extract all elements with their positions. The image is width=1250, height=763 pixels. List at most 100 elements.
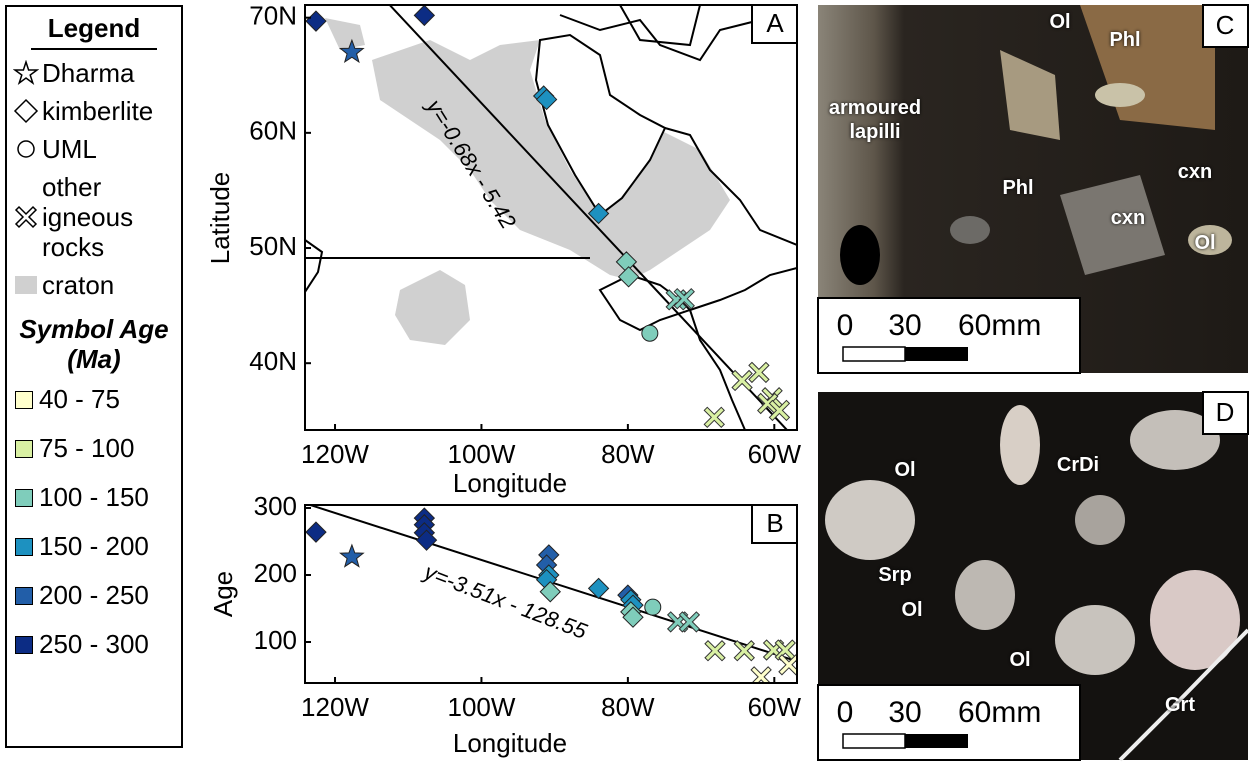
legend-item: Dharma (13, 58, 175, 88)
photo-annotation: armoured lapilli (828, 97, 922, 143)
legend-marker (13, 98, 39, 124)
age-class: 40 - 75 (15, 384, 173, 415)
cross-marker (704, 640, 726, 662)
age-swatch (15, 488, 33, 507)
x-tick-label: 60W (748, 692, 802, 722)
photo-annotation: Phl (1002, 177, 1034, 199)
legend-item: craton (13, 270, 175, 300)
cross-marker (778, 654, 797, 676)
age-swatch (15, 586, 33, 605)
x-tick-label: 60W (748, 439, 802, 469)
diamond-marker (305, 521, 327, 543)
legend-label: craton (42, 270, 115, 300)
age-class: 200 - 250 (15, 580, 173, 611)
photo-annotation: Grt (1165, 694, 1195, 716)
panel-label-box (751, 504, 798, 544)
photo-annotation: cxn (1110, 207, 1146, 229)
photo-annotation: Ol (901, 599, 923, 621)
legend-marker (15, 276, 37, 294)
cross-marker (750, 666, 772, 683)
y-axis-label: Age (208, 571, 238, 617)
panel-label-box (1202, 4, 1249, 48)
panel-label: D (1216, 397, 1235, 427)
y-tick-label: 50N (249, 231, 297, 261)
photo-annotation: Ol (1049, 11, 1071, 33)
frame (304, 504, 798, 684)
age-label: 75 - 100 (39, 433, 135, 463)
photo-annotation: Phl (1109, 29, 1141, 51)
panel-label: C (1216, 10, 1235, 40)
diamond-marker (535, 88, 558, 111)
age-swatch (15, 439, 33, 458)
legend: Legend Dharma kimberlite UML other igneo… (5, 5, 183, 748)
diamond-marker (617, 266, 640, 288)
cross-marker (748, 361, 770, 384)
cross-marker (703, 406, 725, 429)
scale-label: 60mm (958, 309, 1041, 342)
legend-item: other igneous rocks (13, 172, 175, 262)
y-tick-label: 60N (249, 116, 297, 146)
age-label: 250 - 300 (39, 629, 149, 659)
frame (304, 4, 798, 431)
age-title: Symbol Age (Ma) (19, 314, 169, 374)
age-label: 100 - 150 (39, 482, 149, 512)
diamond-marker (587, 577, 610, 600)
age-class: 100 - 150 (15, 482, 173, 513)
panel-label-box (1202, 391, 1249, 435)
legend-item: kimberlite (13, 96, 175, 126)
age-classes: 40 - 75 75 - 100 100 - 150 150 - 200 200 - 2… (7, 384, 181, 660)
star-marker (339, 38, 365, 64)
legend-label: kimberlite (42, 96, 154, 126)
y-tick-label: 70N (249, 1, 297, 31)
scale-label: 0 (837, 309, 854, 342)
diamond-marker (305, 10, 327, 32)
scale-label: 30 (888, 696, 921, 729)
photo-annotation: Ol (1194, 232, 1216, 254)
map-marks (305, 5, 791, 430)
photo-annotation: cxn (1177, 161, 1213, 183)
legend-title: Legend (31, 13, 157, 50)
diamond-marker (587, 202, 610, 225)
y-tick-label: 300 (254, 491, 297, 521)
photo-annotation: CrDi (1056, 454, 1100, 476)
scale-bar-black (905, 734, 968, 748)
age-label: 40 - 75 (39, 384, 120, 414)
map-geography (305, 5, 797, 430)
x-tick-label: 120W (301, 439, 369, 469)
age-swatch (15, 390, 33, 409)
x-axis-label: Longitude (453, 728, 567, 758)
panel-label-box (751, 4, 798, 44)
legend-marker (14, 205, 38, 229)
cross-marker (733, 640, 755, 662)
scale-bar-white (842, 346, 906, 362)
panel-label: B (766, 508, 783, 538)
trendline (388, 5, 789, 430)
cross-marker (731, 369, 753, 392)
scale-bar-black (905, 347, 968, 361)
age-class: 75 - 100 (15, 433, 173, 464)
y-tick-label: 100 (254, 625, 297, 655)
legend-label: Dharma (42, 58, 135, 88)
cross-marker (673, 287, 695, 310)
diamond-marker (415, 529, 438, 551)
scale-label: 0 (837, 696, 854, 729)
photo-annotation: Ol (1009, 649, 1031, 671)
photo-overlays: C 0 30 60mm D 0 30 60mm (817, 4, 1249, 761)
legend-label: other igneous rocks (42, 172, 134, 262)
x-tick-label: 100W (447, 439, 515, 469)
diamond-marker (539, 581, 561, 603)
legend-marker (13, 60, 39, 85)
scale-bar-white (842, 733, 906, 749)
x-tick-label: 80W (601, 692, 655, 722)
scatter-marks (305, 505, 797, 683)
age-swatch (15, 635, 33, 654)
age-label: 200 - 250 (39, 580, 149, 610)
diamond-marker (413, 5, 436, 27)
y-axis-label: Latitude (205, 172, 235, 265)
star-marker (339, 543, 365, 568)
age-swatch (15, 537, 33, 556)
circle-marker (641, 324, 659, 342)
age-label: 150 - 200 (39, 531, 149, 561)
